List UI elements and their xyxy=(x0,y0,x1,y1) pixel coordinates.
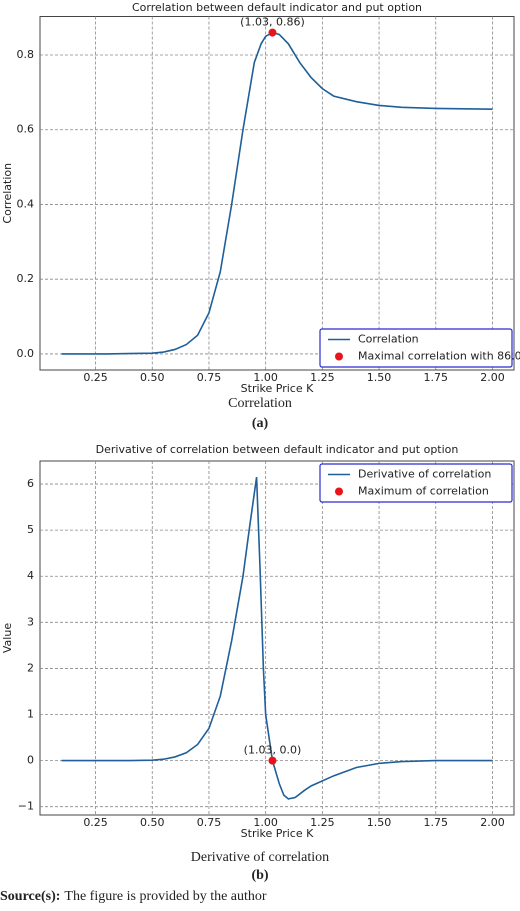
y-tick-label: 0.4 xyxy=(17,197,35,210)
source-label: Source(s): xyxy=(0,889,60,904)
y-tick-label: 5 xyxy=(27,523,34,536)
chart-title: Correlation between default indicator an… xyxy=(132,1,422,14)
y-axis-label: Correlation xyxy=(1,163,14,224)
legend-swatch xyxy=(335,487,343,496)
x-tick-label: 1.00 xyxy=(253,816,278,829)
caption-label: (a) xyxy=(252,416,269,431)
x-tick-label: 1.75 xyxy=(424,371,449,384)
x-tick-label: 1.25 xyxy=(310,816,335,829)
y-tick-label: 4 xyxy=(27,569,34,582)
annotation: (1.03, 0.86) xyxy=(240,16,305,29)
legend-box xyxy=(319,463,513,503)
y-tick-label: 2 xyxy=(27,661,34,674)
x-tick-label: 0.25 xyxy=(83,371,108,384)
line xyxy=(61,477,493,800)
y-tick-label: 3 xyxy=(27,615,34,628)
x-tick-label: 0.25 xyxy=(83,816,108,829)
legend-box xyxy=(319,328,513,368)
caption-label: (b) xyxy=(251,868,268,883)
chart-title: Derivative of correlation between defaul… xyxy=(96,443,459,456)
point xyxy=(268,756,277,765)
plot-area xyxy=(39,460,515,816)
y-tick-label: 0.2 xyxy=(17,272,35,285)
y-tick-label: 6 xyxy=(27,477,34,490)
x-tick-label: 0.50 xyxy=(140,816,165,829)
caption: Correlation xyxy=(228,396,292,411)
x-tick-label: 1.00 xyxy=(253,371,278,384)
y-axis-label: Value xyxy=(1,623,14,653)
x-tick-label: 1.25 xyxy=(310,371,335,384)
source-text: The figure is provided by the author xyxy=(64,889,267,904)
y-tick-label: 0.6 xyxy=(17,123,35,136)
x-tick-label: 2.00 xyxy=(480,816,505,829)
legend-label: Correlation xyxy=(358,333,419,346)
source: Source(s): The figure is provided by the … xyxy=(0,889,267,904)
x-tick-label: 1.50 xyxy=(367,371,392,384)
x-tick-label: 0.50 xyxy=(140,371,165,384)
annotation: (1.03, 0.0) xyxy=(244,744,302,757)
y-tick-label: −1 xyxy=(18,800,34,813)
line xyxy=(61,31,493,355)
x-tick-label: 0.75 xyxy=(197,371,222,384)
x-axis-label: Strike Price K xyxy=(241,382,314,395)
x-tick-label: 1.50 xyxy=(367,816,392,829)
x-tick-label: 1.75 xyxy=(424,816,449,829)
x-axis-label: Strike Price K xyxy=(241,827,314,840)
y-tick-label: 1 xyxy=(27,708,34,721)
legend-label: Maximal correlation with 86.0% xyxy=(358,350,520,363)
point xyxy=(268,28,277,37)
plot-area xyxy=(39,16,515,371)
y-tick-label: 0.0 xyxy=(17,347,35,360)
legend-label: Maximum of correlation xyxy=(358,485,489,498)
x-tick-label: 2.00 xyxy=(480,371,505,384)
y-tick-label: 0 xyxy=(27,754,34,767)
caption: Derivative of correlation xyxy=(191,850,329,865)
legend-swatch xyxy=(335,352,343,361)
y-tick-label: 0.8 xyxy=(17,48,35,61)
x-tick-label: 0.75 xyxy=(197,816,222,829)
legend-label: Derivative of correlation xyxy=(358,468,491,481)
